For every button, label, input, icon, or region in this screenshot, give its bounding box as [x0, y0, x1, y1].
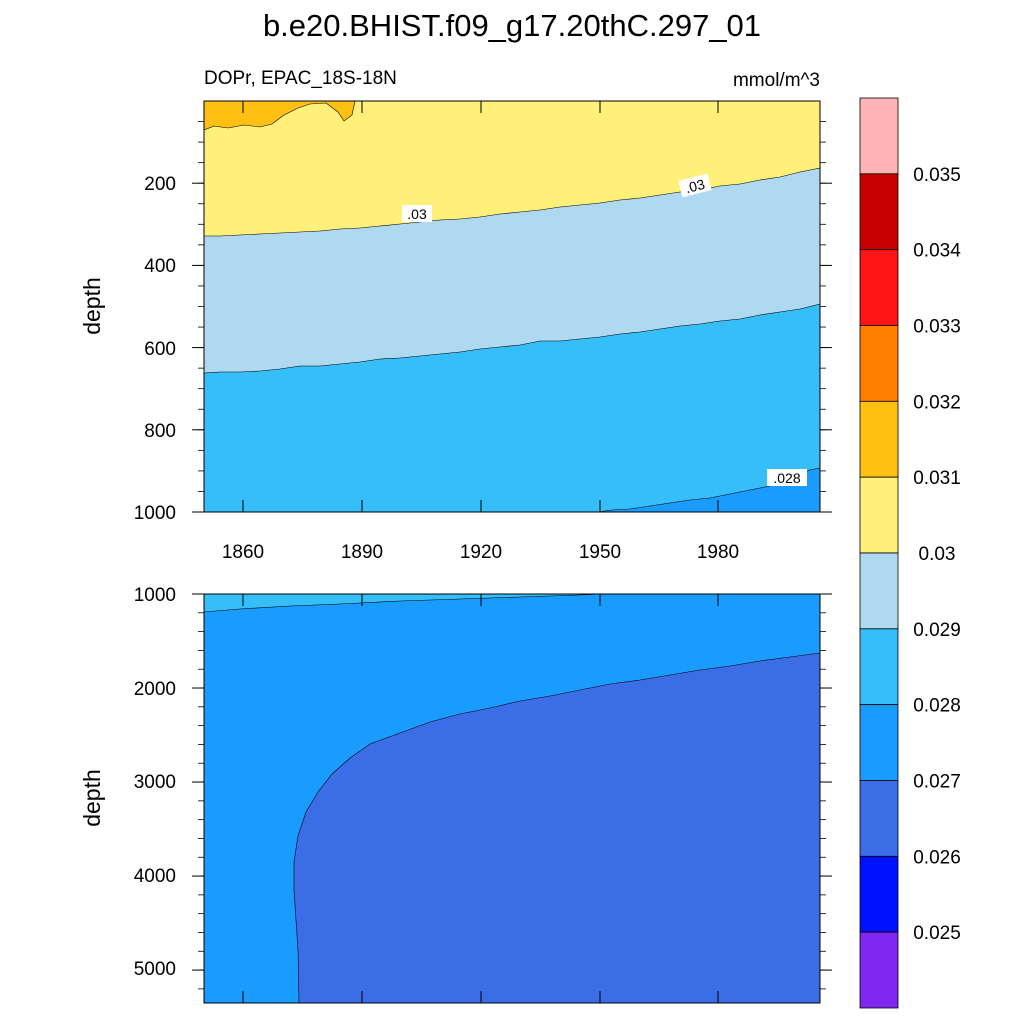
colorbar-swatch [859, 476, 899, 554]
upper-y-tick-label: 400 [144, 256, 176, 277]
upper-axis-ticks [192, 101, 832, 513]
colorbar-swatch [859, 628, 899, 706]
colorbar-tick-label: 0.035 [913, 165, 961, 186]
colorbar-tick-label: 0.029 [913, 620, 961, 641]
colorbar-swatch [859, 173, 899, 251]
colorbar-tick-label: 0.027 [913, 772, 961, 793]
colorbar-swatch [859, 704, 899, 781]
contour-label-2: .03 [684, 176, 707, 196]
colorbar-swatch [859, 855, 899, 933]
region-0.031-0.032-upper [203, 100, 356, 131]
colorbar-swatch [859, 97, 899, 175]
colorbar-tick-label: 0.026 [913, 847, 961, 868]
region-0.030-0.031-upper [203, 100, 821, 237]
colorbar-swatch [859, 400, 899, 478]
lower-y-axis-label: depth [79, 769, 105, 827]
upper-panel: .03 .03 .028 200 400 600 800 1000 1860 1… [79, 100, 832, 563]
lower-y-tick-label: 3000 [134, 772, 176, 793]
upper-y-tick-label: 600 [144, 339, 176, 360]
variable-region-label: DOPr, EPAC_18S-18N [204, 68, 397, 89]
x-tick-label: 1950 [579, 542, 621, 563]
lower-axis-ticks [192, 593, 832, 1003]
colorbar-tick-label: 0.031 [913, 468, 961, 489]
colorbar-tick-label: 0.028 [913, 696, 961, 717]
colorbar-swatch [859, 552, 899, 630]
lower-y-tick-label: 1000 [134, 585, 176, 606]
upper-y-tick-label: 1000 [134, 503, 176, 524]
contour-label-bg-2 [678, 173, 712, 198]
colorbar-tick-label: 0.033 [913, 317, 961, 338]
upper-y-tick-labels: 200 400 600 800 1000 [134, 174, 176, 524]
colorbar-swatch [859, 325, 899, 402]
lower-plot-frame [203, 593, 821, 1004]
upper-y-tick-label: 800 [144, 421, 176, 442]
contour-label-bg-3 [767, 469, 807, 486]
contour-label-bg-1 [402, 205, 432, 222]
lower-y-tick-label: 5000 [134, 959, 176, 980]
colorbar-swatch [859, 780, 899, 857]
x-tick-label: 1860 [222, 542, 264, 563]
upper-x-tick-labels: 1860 1890 1920 1950 1980 [222, 542, 739, 563]
upper-y-axis-label: depth [79, 277, 105, 335]
contour-label-1: .03 [407, 206, 427, 222]
colorbar-tick-label: 0.025 [913, 923, 961, 944]
chart-title: b.e20.BHIST.f09_g17.20thC.297_01 [263, 8, 761, 43]
lower-panel: 1000 2000 3000 4000 5000 depth [79, 585, 832, 1004]
region-0.026-0.027-lower [293, 652, 821, 1004]
upper-contour-labels: .03 .03 .028 [402, 173, 807, 486]
lower-y-tick-labels: 1000 2000 3000 4000 5000 [134, 585, 176, 980]
colorbar-swatch [859, 931, 899, 1009]
x-tick-label: 1890 [341, 542, 383, 563]
units-label: mmol/m^3 [733, 70, 820, 91]
lower-y-tick-label: 4000 [134, 866, 176, 887]
upper-y-tick-label: 200 [144, 174, 176, 195]
lower-y-tick-label: 2000 [134, 679, 176, 700]
colorbar-tick-label: 0.034 [913, 241, 961, 262]
contour-label-3: .028 [773, 470, 800, 486]
colorbar-swatch [859, 249, 899, 326]
colorbar-tick-label: 0.03 [919, 544, 956, 565]
x-tick-label: 1920 [460, 542, 502, 563]
colorbar-tick-label: 0.032 [913, 392, 961, 413]
x-tick-label: 1980 [697, 542, 739, 563]
colorbar: 0.035 0.034 0.033 0.032 0.031 0.03 0.029 0.028 0… [859, 97, 961, 1009]
